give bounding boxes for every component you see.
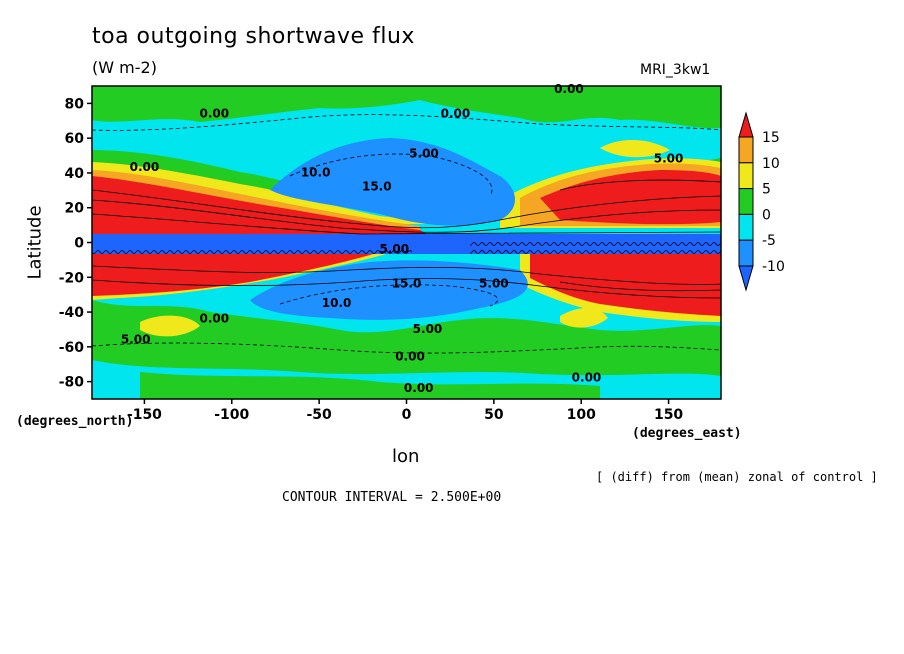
- colorbar-segment: [738, 162, 754, 190]
- chart-units: (W m-2): [92, 58, 157, 77]
- colorbar-label: -10: [762, 259, 785, 275]
- contour-label: 10.0: [322, 296, 352, 310]
- north-blue-pool: [270, 138, 515, 226]
- x-tick-label: 50: [484, 407, 504, 423]
- contour-label: 5.00: [409, 146, 439, 160]
- contour-lines: [92, 114, 721, 354]
- contour-line: [92, 342, 721, 354]
- y-tick-label: 0: [74, 236, 84, 252]
- model-name: MRI_3kw1: [640, 62, 711, 78]
- contour-label: 0.00: [572, 371, 602, 385]
- colorbar-label: 0: [762, 207, 771, 223]
- colorbar-segment: [738, 188, 754, 215]
- contour-label: 5.00: [479, 277, 509, 291]
- equatorial-hatch-west: [92, 248, 412, 258]
- south-yellow-patch-east: [560, 307, 608, 328]
- contour-label: 0.00: [404, 381, 434, 395]
- colorbar-label: 10: [762, 156, 780, 172]
- contour-label: 0.00: [130, 160, 160, 174]
- colorbar-segment: [738, 213, 754, 241]
- y-tick-label: 80: [65, 96, 85, 112]
- contour-line: [92, 265, 721, 285]
- x-tick-label: 150: [654, 407, 683, 423]
- colorbar-segment: [738, 239, 754, 267]
- contour-label: 0.00: [200, 311, 230, 325]
- contour-label: 0.00: [554, 82, 584, 96]
- contour-label: 0.00: [200, 106, 230, 120]
- contour-line: [559, 179, 721, 191]
- contour-line: [289, 153, 493, 197]
- contour-label: 0.00: [441, 106, 471, 120]
- contour-line: [559, 281, 721, 292]
- y-tick-label: -80: [59, 375, 85, 391]
- y-axis-units: (degrees_north): [16, 414, 134, 429]
- colorbar-bottom-triangle: [738, 265, 754, 292]
- south-green-strip: [140, 372, 600, 399]
- colorbar-label: 15: [762, 130, 780, 146]
- colorbar-label: -5: [762, 233, 776, 249]
- x-tick-label: -50: [306, 407, 332, 423]
- y-tick-label: -60: [59, 340, 85, 356]
- north-red-west: [92, 176, 430, 236]
- contour-line: [92, 278, 721, 299]
- contour-label: 5.00: [413, 322, 443, 336]
- contour-line: [279, 284, 499, 307]
- x-tick-label: -100: [214, 407, 249, 423]
- south-red-east: [530, 252, 721, 316]
- contour-label: 0.00: [395, 350, 425, 364]
- contour-label: 5.00: [121, 332, 151, 346]
- colorbar-top-triangle: [738, 111, 754, 138]
- contour-line: [92, 199, 721, 233]
- south-blue-pool: [250, 260, 528, 320]
- x-tick-label: -150: [127, 407, 162, 423]
- colorbar-segment: [738, 136, 754, 164]
- contour-label: 5.00: [654, 152, 684, 166]
- south-yellow-patch: [140, 315, 200, 337]
- contour-label: 15.0: [362, 179, 392, 193]
- contour-label: 15.0: [392, 277, 422, 291]
- y-tick-label: -40: [59, 305, 85, 321]
- chart-title: toa outgoing shortwave flux: [92, 24, 415, 49]
- x-axis-units: (degrees_east): [632, 426, 742, 441]
- contour-label: 5.00: [379, 242, 409, 256]
- north-green-band: [92, 86, 721, 129]
- colorbar: 15 10 5 0 -5 -10: [738, 111, 785, 292]
- equatorial-hatch-east: [470, 242, 721, 256]
- y-tick-label: -20: [59, 270, 85, 286]
- x-axis-label: lon: [392, 446, 420, 467]
- y-tick-label: 60: [65, 131, 85, 147]
- x-tick-label: 0: [402, 407, 412, 423]
- y-tick-label: 40: [65, 166, 85, 182]
- contour-line: [92, 213, 721, 235]
- colorbar-label: 5: [762, 182, 771, 198]
- diff-note: [ (diff) from (mean) zonal of control ]: [596, 470, 878, 484]
- x-tick-label: 100: [567, 407, 596, 423]
- y-tick-label: 20: [65, 201, 85, 217]
- north-yellow-patch: [600, 139, 670, 158]
- axes: -150 -100 -50 0 50 100 150 80 60 40 20 0 -20 -40 -60 -8…: [59, 96, 684, 423]
- contour-labels: 0.00 0.00 0.00 5.00 5.00 0.00 10.0 15.0 5.00 15.0…: [121, 82, 684, 395]
- south-red-west: [92, 252, 380, 296]
- contour-line: [92, 114, 721, 131]
- contour-label: 10.0: [301, 165, 331, 179]
- contour-interval: CONTOUR INTERVAL = 2.500E+00: [282, 490, 502, 505]
- contour-line: [92, 189, 721, 229]
- heatmap-field: [92, 86, 721, 399]
